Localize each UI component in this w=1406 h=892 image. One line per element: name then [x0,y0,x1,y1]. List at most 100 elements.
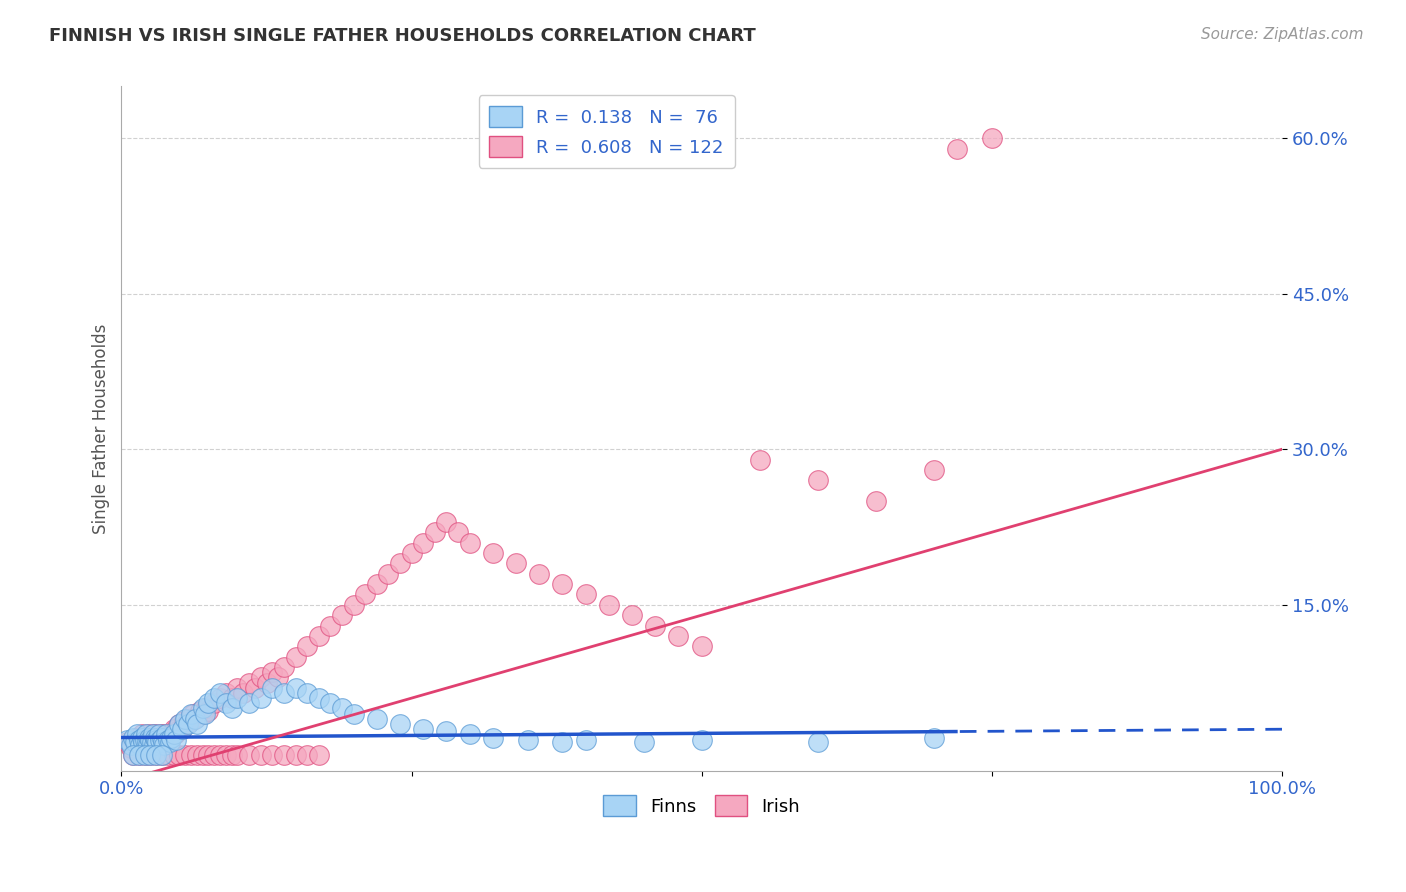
Point [165,723,187,737]
Point [262,665,284,680]
Point [243,681,266,695]
Text: Source: ZipAtlas.com: Source: ZipAtlas.com [1201,27,1364,42]
Point [354,587,377,601]
Point [273,748,295,763]
Point [117,732,139,747]
Point [215,748,238,763]
Point [575,587,598,601]
Point [284,748,307,763]
Point [170,723,193,737]
Point [194,706,217,721]
Point [226,691,249,706]
Point [575,732,598,747]
Point [153,738,176,752]
Point [134,748,156,763]
Point [434,724,457,739]
Point [145,732,167,747]
Point [136,734,159,748]
Point [159,727,181,741]
Point [150,748,173,763]
Point [330,701,353,715]
Point [134,748,156,763]
Point [163,727,186,741]
Point [135,732,157,747]
Point [186,717,208,731]
Point [143,734,166,748]
Point [155,732,177,747]
Point [117,734,139,748]
Point [330,608,353,623]
Point [308,748,330,763]
Point [209,686,232,700]
Point [865,494,887,508]
Point [149,732,172,747]
Point [146,732,169,747]
Point [342,598,364,612]
Point [176,717,198,731]
Point [412,535,434,549]
Point [145,748,167,763]
Y-axis label: Single Father Households: Single Father Households [93,323,110,533]
Point [129,738,152,752]
Point [434,515,457,529]
Point [163,727,186,741]
Point [215,696,238,710]
Point [284,649,307,664]
Point [377,566,399,581]
Point [633,734,655,748]
Point [226,748,249,763]
Point [922,463,945,477]
Point [122,748,145,763]
Point [621,608,644,623]
Point [169,748,191,763]
Point [598,598,620,612]
Point [160,731,183,745]
Point [125,727,148,741]
Point [308,629,330,643]
Point [690,732,713,747]
Point [209,691,232,706]
Point [128,732,150,747]
Point [142,727,165,741]
Point [173,714,195,728]
Point [183,712,205,726]
Point [401,546,423,560]
Point [157,731,180,745]
Point [150,732,173,747]
Point [156,748,179,763]
Point [142,727,165,741]
Point [174,748,197,763]
Point [138,731,160,745]
Point [165,732,187,747]
Point [163,723,186,737]
Point [169,717,191,731]
Point [180,706,202,721]
Point [190,704,212,718]
Point [150,731,173,745]
Point [221,748,243,763]
Point [690,640,713,654]
Point [191,748,214,763]
Point [128,748,150,763]
Point [124,734,146,748]
Point [160,731,183,745]
Point [197,696,219,710]
Point [152,734,174,748]
Point [136,727,159,741]
Point [946,142,969,156]
Point [139,734,162,748]
Point [197,748,219,763]
Point [176,717,198,731]
Point [249,748,271,763]
Point [980,131,1002,145]
Point [412,723,434,737]
Point [366,577,388,591]
Point [131,727,153,741]
Point [273,686,295,700]
Point [142,738,165,752]
Point [267,670,290,684]
Point [142,732,165,747]
Point [807,474,830,488]
Point [141,734,163,748]
Point [319,696,342,710]
